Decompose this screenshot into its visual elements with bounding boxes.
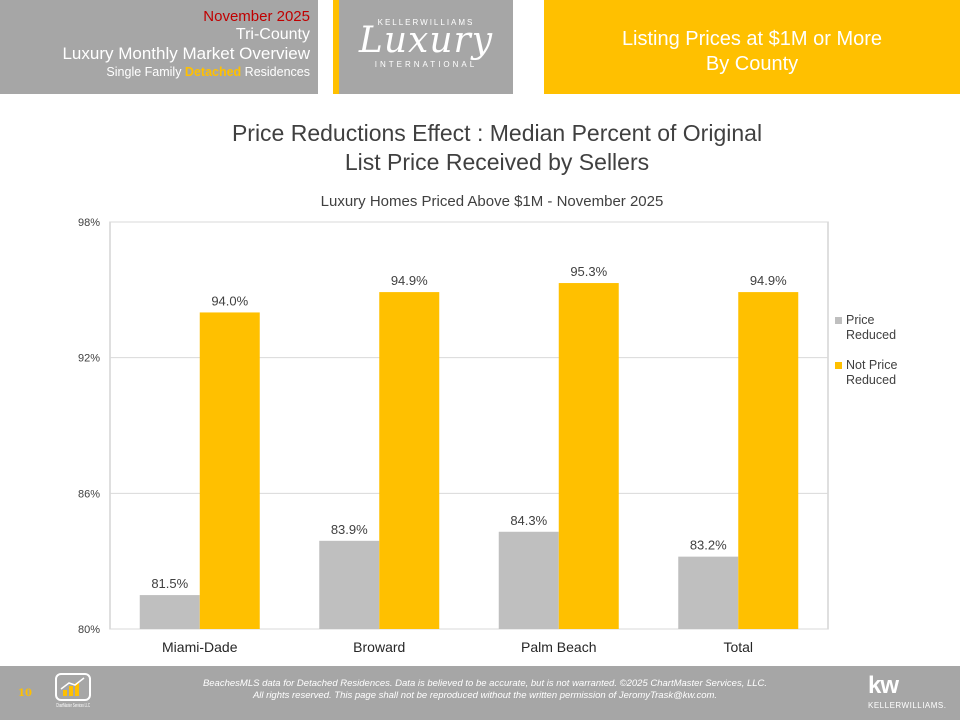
report-header: November 2025 Tri-County Luxury Monthly … — [0, 0, 318, 94]
y-tick-label: 80% — [78, 624, 100, 636]
kw-mark-icon: kw — [868, 672, 899, 699]
data-label: 94.9% — [750, 273, 787, 288]
chart-legend: Price Reduced Not Price Reduced — [835, 313, 897, 387]
legend-label: Not Price Reduced — [846, 358, 897, 387]
data-label: 84.3% — [510, 513, 547, 528]
page-footer: 10 ChartMaster Services LLC BeachesMLS d… — [0, 666, 960, 720]
legend-swatch — [835, 362, 842, 369]
kellerwilliams-logo: kw KELLERWILLIAMS. — [864, 672, 954, 716]
logo-wordmark: Luxury — [358, 20, 494, 61]
bar-chart: Price Reductions Effect : Median Percent… — [78, 120, 897, 655]
report-date: November 2025 — [203, 8, 310, 25]
report-title: Luxury Monthly Market Overview — [62, 44, 310, 63]
y-tick-label: 92% — [78, 353, 100, 365]
section-panel: Listing Prices at $1M or More By County — [544, 0, 960, 94]
chart-title-line1: Price Reductions Effect : Median Percent… — [232, 120, 762, 146]
chart-subtitle: Luxury Homes Priced Above $1M - November… — [321, 193, 664, 210]
data-label: 94.0% — [211, 293, 248, 308]
disclaimer: BeachesMLS data for Detached Residences.… — [120, 678, 850, 702]
page-number: 10 — [18, 688, 32, 699]
x-tick-label: Broward — [353, 639, 405, 655]
plot-area: 80% 86% 92% 98% 81.5% 94.0% Miami-Dade 83.9% 94.… — [78, 217, 829, 655]
luxury-logo: KELLERWILLIAMS Luxury INTERNATIONAL — [339, 0, 513, 94]
header-divider — [333, 0, 339, 94]
data-label: 83.2% — [690, 538, 727, 553]
y-tick-label: 86% — [78, 488, 100, 500]
legend-label: Price Reduced — [846, 313, 896, 342]
y-tick-label: 98% — [78, 217, 100, 229]
data-label: 81.5% — [151, 576, 188, 591]
disclaimer-line1: BeachesMLS data for Detached Residences.… — [202, 678, 768, 689]
bar-not-price-reduced — [379, 292, 440, 629]
disclaimer-line2: All rights reserved. This page shall not… — [252, 690, 718, 701]
x-tick-label: Miami-Dade — [162, 639, 238, 655]
bar-not-price-reduced — [738, 292, 799, 629]
report-region: Tri-County — [235, 26, 310, 43]
report-segment: Single Family Detached Residences — [0, 64, 310, 80]
x-tick-label: Palm Beach — [521, 639, 596, 655]
bar-price-reduced — [139, 595, 200, 629]
bar-price-reduced — [319, 540, 380, 629]
segment-suffix: Residences — [241, 65, 310, 79]
section-title-line2: By County — [705, 53, 799, 75]
bar-price-reduced — [678, 556, 739, 629]
bar-price-reduced — [498, 531, 559, 629]
section-title-line1: Listing Prices at $1M or More — [621, 28, 883, 50]
bar-not-price-reduced — [558, 283, 619, 629]
logo-subline: INTERNATIONAL — [374, 60, 478, 69]
segment-prefix: Single Family — [106, 65, 185, 79]
bar-not-price-reduced — [199, 312, 260, 629]
chartmaster-logo-label: ChartMaster Services LLC — [56, 703, 90, 709]
chart-title-line2: List Price Received by Sellers — [345, 149, 649, 175]
logo-brand-line: KELLERWILLIAMS — [377, 18, 475, 27]
data-label: 95.3% — [570, 264, 607, 279]
data-label: 83.9% — [331, 522, 368, 537]
data-label: 94.9% — [391, 273, 428, 288]
legend-swatch — [835, 317, 842, 324]
segment-accent: Detached — [184, 65, 242, 79]
x-tick-label: Total — [723, 639, 753, 655]
kw-wordmark: KELLERWILLIAMS. — [868, 701, 947, 710]
chartmaster-logo-icon: ChartMaster Services LLC — [55, 673, 91, 709]
